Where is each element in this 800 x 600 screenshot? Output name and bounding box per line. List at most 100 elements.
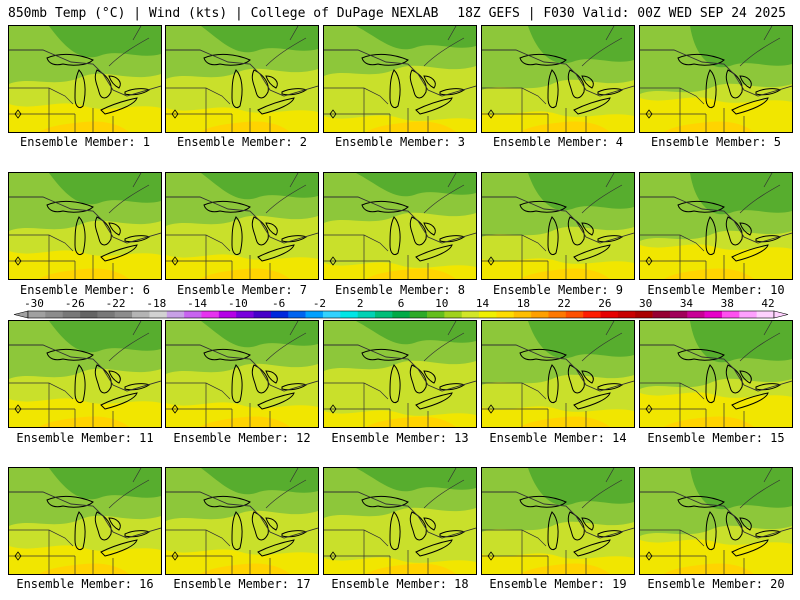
colorbar-cell: [132, 311, 150, 318]
colorbar-cell: [357, 311, 376, 318]
temperature-map: [640, 26, 792, 132]
colorbar-cell: [62, 311, 81, 318]
temperature-map: [9, 26, 161, 132]
ensemble-member-label: Ensemble Member: 7: [176, 283, 308, 297]
ensemble-member-label: Ensemble Member: 16: [16, 577, 154, 591]
ensemble-member-label: Ensemble Member: 14: [489, 431, 627, 445]
colorbar-cell: [565, 311, 584, 318]
colorbar-cell: [721, 311, 740, 318]
temperature-map: [324, 468, 476, 574]
ensemble-map-8: [323, 172, 477, 280]
ensemble-map-17: [165, 467, 319, 575]
ensemble-map-18: [323, 467, 477, 575]
temperature-map: [9, 321, 161, 427]
ensemble-map-10: [639, 172, 793, 280]
ensemble-member-label: Ensemble Member: 19: [489, 577, 627, 591]
temperature-map: [9, 173, 161, 279]
colorbar-cell: [669, 311, 688, 318]
ensemble-member-label: Ensemble Member: 12: [173, 431, 311, 445]
colorbar-cell: [392, 311, 410, 318]
ensemble-member-label: Ensemble Member: 3: [334, 135, 466, 149]
temperature-map: [640, 468, 792, 574]
colorbar-cell: [218, 311, 237, 318]
header-run-info: 18Z GEFS | F030 Valid: 00Z WED SEP 24 20…: [457, 6, 786, 21]
colorbar-cell: [496, 311, 515, 318]
temperature-map: [166, 468, 318, 574]
ensemble-map-6: [8, 172, 162, 280]
colorbar-tick-label: -30: [24, 297, 44, 310]
temperature-map: [482, 26, 634, 132]
ensemble-map-16: [8, 467, 162, 575]
colorbar-cell: [739, 311, 757, 318]
colorbar-cell: [548, 311, 567, 318]
colorbar-cell: [461, 311, 480, 318]
colorbar-tick-label: 14: [476, 297, 490, 310]
temperature-map: [166, 26, 318, 132]
ensemble-member-label: Ensemble Member: 15: [647, 431, 785, 445]
temperature-map: [640, 321, 792, 427]
ensemble-member-label: Ensemble Member: 2: [176, 135, 308, 149]
ensemble-member-label: Ensemble Member: 13: [331, 431, 469, 445]
ensemble-member-label: Ensemble Member: 9: [492, 283, 624, 297]
temperature-map: [166, 321, 318, 427]
colorbar-tick-label: 38: [721, 297, 734, 310]
colorbar-cell: [513, 311, 532, 318]
colorbar-cell: [409, 311, 428, 318]
temperature-map: [9, 468, 161, 574]
temperature-map: [640, 173, 792, 279]
colorbar-tick-label: 42: [761, 297, 774, 310]
ensemble-map-4: [481, 25, 635, 133]
colorbar-tick-label: -18: [146, 297, 166, 310]
header-title: 850mb Temp (°C) | Wind (kts) | College o…: [8, 6, 439, 21]
colorbar-cell: [427, 311, 445, 318]
colorbar-cell: [253, 311, 272, 318]
colorbar-cell: [617, 311, 636, 318]
colorbar-tick-label: -22: [106, 297, 126, 310]
colorbar-cell: [704, 311, 723, 318]
colorbar-tick-label: 2: [357, 297, 364, 310]
temperature-map: [324, 173, 476, 279]
colorbar-cell: [756, 311, 775, 318]
colorbar-tick-label: -26: [65, 297, 85, 310]
ensemble-map-11: [8, 320, 162, 428]
colorbar-cell: [201, 311, 220, 318]
ensemble-map-9: [481, 172, 635, 280]
colorbar-high-arrow: [773, 310, 789, 319]
ensemble-member-label: Ensemble Member: 1: [19, 135, 151, 149]
colorbar-cell: [184, 311, 202, 318]
temperature-map: [324, 26, 476, 132]
ensemble-map-14: [481, 320, 635, 428]
colorbar-cell: [583, 311, 601, 318]
colorbar-tick-label: -10: [228, 297, 248, 310]
colorbar-cell: [166, 311, 185, 318]
ensemble-member-label: Ensemble Member: 11: [16, 431, 154, 445]
colorbar-cell: [687, 311, 705, 318]
ensemble-member-label: Ensemble Member: 5: [650, 135, 782, 149]
colorbar-cell: [236, 311, 254, 318]
colorbar-cell: [80, 311, 98, 318]
ensemble-map-15: [639, 320, 793, 428]
colorbar-cell: [635, 311, 653, 318]
colorbar-cell: [114, 311, 133, 318]
ensemble-member-label: Ensemble Member: 17: [173, 577, 311, 591]
ensemble-map-2: [165, 25, 319, 133]
temperature-colorbar: -30 -26 -22 -18 -14 -10 -6 -2 2 6 10 14 18 22 26 30 34 38…: [13, 297, 789, 319]
colorbar-cell: [270, 311, 289, 318]
ensemble-member-label: Ensemble Member: 18: [331, 577, 469, 591]
colorbar-cell: [600, 311, 619, 318]
colorbar-cell: [28, 311, 46, 318]
ensemble-map-1: [8, 25, 162, 133]
colorbar-tick-label: 22: [557, 297, 570, 310]
ensemble-map-7: [165, 172, 319, 280]
colorbar-cell: [97, 311, 116, 318]
ensemble-map-3: [323, 25, 477, 133]
colorbar-tick-label: -6: [272, 297, 285, 310]
colorbar-cell: [322, 311, 341, 318]
temperature-map: [482, 321, 634, 427]
colorbar-tick-label: 18: [517, 297, 530, 310]
colorbar-tick-label: -2: [313, 297, 326, 310]
colorbar-tick-label: 34: [680, 297, 694, 310]
colorbar-tick-label: 26: [598, 297, 611, 310]
colorbar-cell: [149, 311, 168, 318]
ensemble-map-5: [639, 25, 793, 133]
